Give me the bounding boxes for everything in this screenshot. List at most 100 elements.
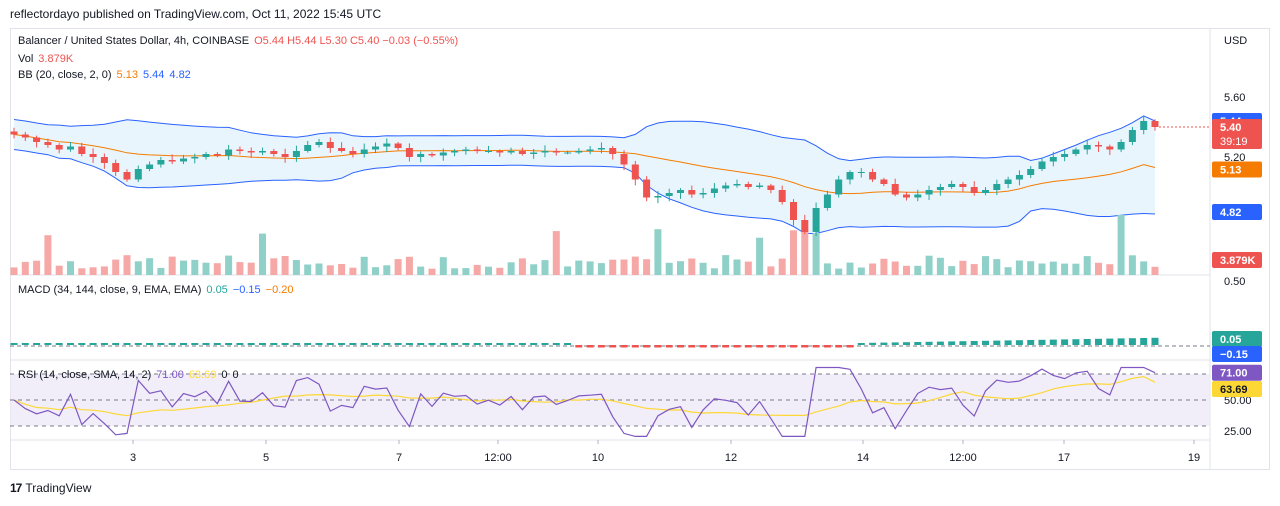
- candle-body: [1016, 175, 1023, 180]
- candle-body: [1027, 169, 1034, 175]
- x-tick-label: 14: [857, 452, 869, 464]
- candle-body: [236, 150, 243, 152]
- volume-bar: [937, 258, 944, 275]
- tradingview-logo-icon: 17: [10, 481, 21, 495]
- volume-bar: [948, 266, 955, 275]
- candle-body: [847, 172, 854, 180]
- volume-value: 3.879K: [38, 53, 73, 65]
- x-tick-label: 7: [396, 452, 402, 464]
- volume-bar: [124, 255, 131, 275]
- candle-body: [937, 187, 944, 190]
- volume-bar: [666, 263, 673, 275]
- candle-body: [914, 195, 921, 198]
- volume-bar: [67, 261, 74, 275]
- candle-body: [869, 172, 876, 180]
- x-tick-label: 10: [592, 452, 604, 464]
- macd-hist-bar: [124, 343, 131, 345]
- volume-bar: [1072, 264, 1079, 275]
- x-tick-label: 19: [1188, 452, 1200, 464]
- volume-bar: [225, 256, 232, 275]
- badge-rsi-ma: 63.69: [1220, 384, 1248, 396]
- macd-hist-bar: [316, 343, 323, 345]
- ohlc-close: C5.40: [350, 35, 379, 47]
- volume-bar: [643, 259, 650, 275]
- macd-hist-bar: [44, 343, 51, 345]
- macd-hist-bar: [327, 343, 334, 345]
- volume-bar: [621, 260, 628, 276]
- candle-body: [959, 184, 966, 187]
- macd-hist-bar: [33, 343, 40, 345]
- candle-body: [1152, 121, 1159, 127]
- macd-hist-bar: [598, 345, 605, 348]
- volume-bar: [745, 262, 752, 275]
- tradingview-footer[interactable]: 17 TradingView: [10, 481, 91, 495]
- volume-bar: [1152, 267, 1159, 275]
- volume-bar: [553, 231, 560, 275]
- macd-hist-bar: [191, 343, 198, 345]
- candle-body: [395, 144, 402, 149]
- volume-bar: [971, 264, 978, 275]
- macd-hist-bar: [519, 343, 526, 345]
- candle-body: [462, 150, 469, 152]
- volume-bar: [508, 262, 515, 275]
- volume-bar: [587, 261, 594, 275]
- macd-hist-bar: [880, 343, 887, 345]
- macd-hist-bar: [587, 345, 594, 348]
- rsi-label: RSI (14, close, SMA, 14, 2): [18, 369, 151, 381]
- volume-bar: [90, 267, 97, 275]
- candle-body: [383, 144, 390, 147]
- macd-hist-bar: [146, 343, 153, 345]
- macd-hist-bar: [1152, 338, 1159, 345]
- x-tick-label: 17: [1058, 452, 1070, 464]
- macd-hist-bar: [383, 343, 390, 345]
- macd-hist-bar: [270, 343, 277, 345]
- macd-hist-bar: [485, 343, 492, 345]
- macd-hist-bar: [1072, 339, 1079, 345]
- candle-body: [835, 180, 842, 195]
- macd-hist-bar: [180, 343, 187, 345]
- volume-bar: [1050, 262, 1057, 275]
- badge-macd-line: −0.15: [1220, 349, 1248, 361]
- candle-body: [474, 150, 481, 152]
- volume-bar: [417, 267, 424, 275]
- candle-body: [327, 142, 334, 148]
- volume-bar: [236, 262, 243, 275]
- volume-bar: [496, 268, 503, 275]
- candle-body: [993, 184, 1000, 190]
- macd-hist-bar: [90, 343, 97, 345]
- candle-body: [146, 165, 153, 170]
- macd-hist-bar: [813, 345, 820, 348]
- macd-hist-bar: [1129, 338, 1136, 345]
- volume-bar: [78, 268, 85, 275]
- macd-hist-bar: [1095, 339, 1102, 345]
- macd-hist-bar: [236, 343, 243, 345]
- volume-bar: [1027, 261, 1034, 275]
- macd-hist-bar: [169, 343, 176, 345]
- candle-body: [282, 154, 289, 157]
- macd-hist-bar: [406, 343, 413, 345]
- volume-bar: [1129, 255, 1136, 275]
- volume-bar: [349, 268, 356, 275]
- candle-body: [654, 196, 661, 198]
- candle-body: [1095, 145, 1102, 147]
- macd-hist-bar: [609, 345, 616, 348]
- candle-body: [101, 157, 108, 163]
- candle-body: [508, 151, 515, 153]
- rsi-zero-2: 0: [232, 369, 238, 381]
- candle-body: [338, 148, 345, 151]
- candle-body: [293, 151, 300, 157]
- volume-bar: [880, 259, 887, 275]
- price-tick-5.60: 5.60: [1224, 92, 1245, 104]
- candle-body: [440, 153, 447, 156]
- candle-body: [248, 151, 255, 153]
- volume-label: Vol: [18, 53, 33, 65]
- candle-body: [892, 184, 899, 195]
- macd-hist-bar: [293, 343, 300, 345]
- macd-hist-bar: [666, 345, 673, 348]
- macd-hist-bar: [1016, 340, 1023, 345]
- volume-bar: [869, 264, 876, 276]
- macd-hist-bar: [67, 343, 74, 345]
- macd-hist-bar: [417, 343, 424, 345]
- volume-bar: [756, 238, 763, 275]
- bb-up-value: 5.44: [143, 69, 164, 81]
